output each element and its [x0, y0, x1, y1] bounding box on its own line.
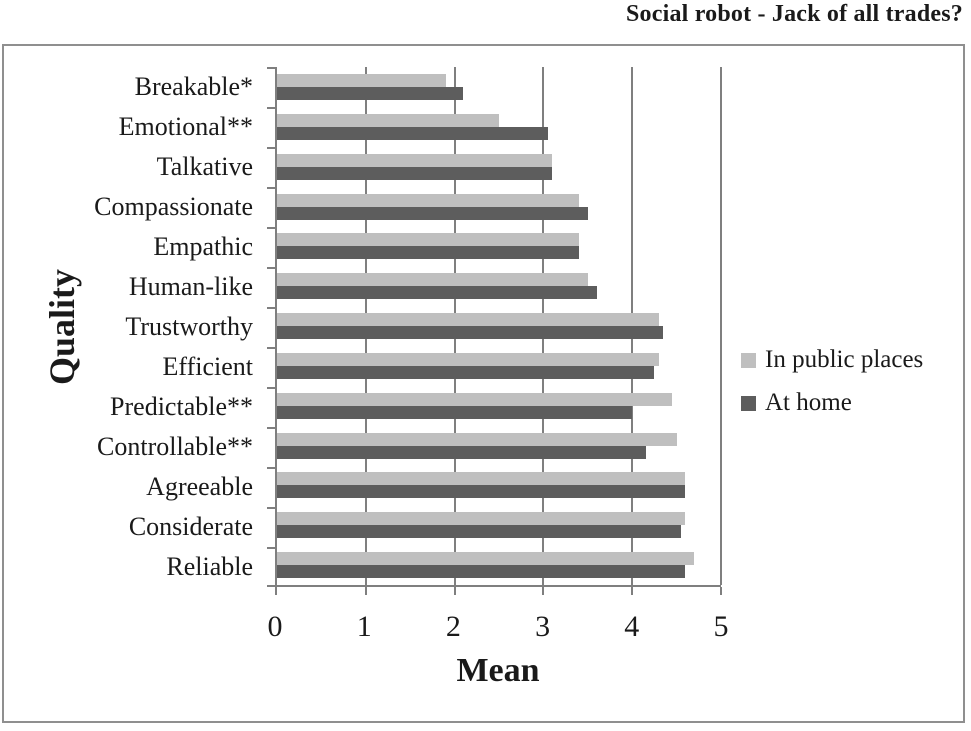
category-label: Emotional** [118, 112, 253, 141]
category-label: Considerate [128, 512, 253, 541]
bar-row [277, 266, 721, 306]
category-axis-labels: Breakable* Emotional** Talkative Compassion… [4, 67, 263, 587]
x-tick-label: 3 [535, 610, 551, 643]
bar-in-public-places [277, 74, 446, 87]
category-label: Trustworthy [125, 312, 253, 341]
bar-in-public-places [277, 392, 673, 406]
legend-label: At home [765, 389, 852, 416]
bar-in-public-places [277, 273, 588, 287]
bar-in-public-places [277, 472, 686, 486]
category-label: Predictable** [110, 392, 253, 421]
gridline-x-5 [720, 67, 722, 585]
bar-in-public-places [277, 352, 659, 366]
bar-row [277, 505, 721, 545]
x-tick-label: 0 [267, 610, 283, 643]
y-axis-tick [267, 147, 276, 149]
bar-at-home [277, 326, 664, 340]
legend-swatch [741, 395, 756, 411]
x-tick-label: 1 [356, 610, 372, 643]
y-axis-tick [267, 67, 276, 69]
x-axis-tick [364, 587, 367, 595]
plot-area [267, 67, 722, 595]
category-label: Efficient [162, 352, 253, 381]
bar-in-public-places [277, 432, 677, 446]
bar-at-home [277, 166, 553, 180]
bar-in-public-places [277, 153, 553, 167]
x-axis-tick [453, 587, 456, 595]
bar-at-home [277, 445, 646, 459]
x-axis-tick-labels: 0 1 2 3 4 5 [268, 610, 729, 646]
category-label: Agreeable [146, 472, 253, 501]
bar-row [277, 226, 721, 266]
x-axis-title: Mean [456, 652, 540, 689]
x-axis-tick [720, 587, 722, 595]
bar-row [277, 67, 721, 107]
y-axis-tick [267, 547, 276, 549]
bar-in-public-places [277, 552, 695, 566]
bar-at-home [277, 565, 686, 579]
bar-row [277, 346, 721, 386]
bar-at-home [277, 246, 579, 260]
category-label: Human-like [128, 272, 253, 301]
bar-in-public-places [277, 512, 686, 526]
legend-item-in-public-places: In public places [741, 346, 923, 374]
bar-row [277, 386, 721, 426]
y-axis-tick [267, 507, 276, 509]
bar-row [277, 147, 721, 187]
legend-item-at-home: At home [741, 389, 923, 417]
y-axis-tick [267, 227, 276, 229]
chart-title: Social robot - Jack of all trades? [626, 1, 963, 27]
bar-at-home [277, 126, 548, 140]
category-label: Controllable** [97, 432, 253, 461]
bar-at-home [277, 206, 588, 220]
bar-in-public-places [277, 313, 659, 327]
bar-at-home [277, 87, 464, 100]
category-label: Talkative [156, 152, 253, 181]
y-axis-tick [267, 107, 276, 109]
bar-in-public-places [277, 193, 579, 207]
chart-container: Quality Breakable* Emotional** Talkative Co… [2, 44, 965, 723]
bar-at-home [277, 525, 682, 539]
bar-row [277, 306, 721, 346]
category-label: Breakable* [134, 72, 253, 101]
x-axis-tick [631, 587, 634, 595]
y-axis-tick [267, 387, 276, 389]
bar-at-home [277, 485, 686, 499]
bar-row [277, 465, 721, 505]
y-axis-tick [267, 347, 276, 349]
x-tick-label: 2 [445, 610, 461, 643]
bar-row [277, 426, 721, 466]
y-axis-tick [267, 187, 276, 189]
category-label: Empathic [153, 232, 253, 261]
y-axis-tick [267, 585, 276, 587]
legend: In public places At home [741, 346, 923, 417]
bar-rows [277, 67, 721, 585]
x-tick-label: 5 [713, 610, 729, 643]
bar-at-home [277, 286, 597, 300]
bar-in-public-places [277, 113, 499, 127]
y-axis-tick [267, 307, 276, 309]
legend-label: In public places [765, 346, 924, 373]
bar-row [277, 545, 721, 585]
bar-in-public-places [277, 233, 579, 247]
y-axis-tick [267, 427, 276, 429]
x-axis-tick [542, 587, 545, 595]
bar-row [277, 187, 721, 227]
bar-at-home [277, 365, 655, 379]
category-label: Reliable [166, 552, 253, 581]
x-axis-tick [275, 587, 277, 595]
bar-at-home [277, 405, 633, 419]
y-axis-tick [267, 267, 276, 269]
legend-swatch [741, 352, 756, 368]
bar-row [277, 107, 721, 147]
x-tick-label: 4 [624, 610, 640, 643]
y-axis-tick [267, 467, 276, 469]
category-label: Compassionate [94, 192, 253, 221]
